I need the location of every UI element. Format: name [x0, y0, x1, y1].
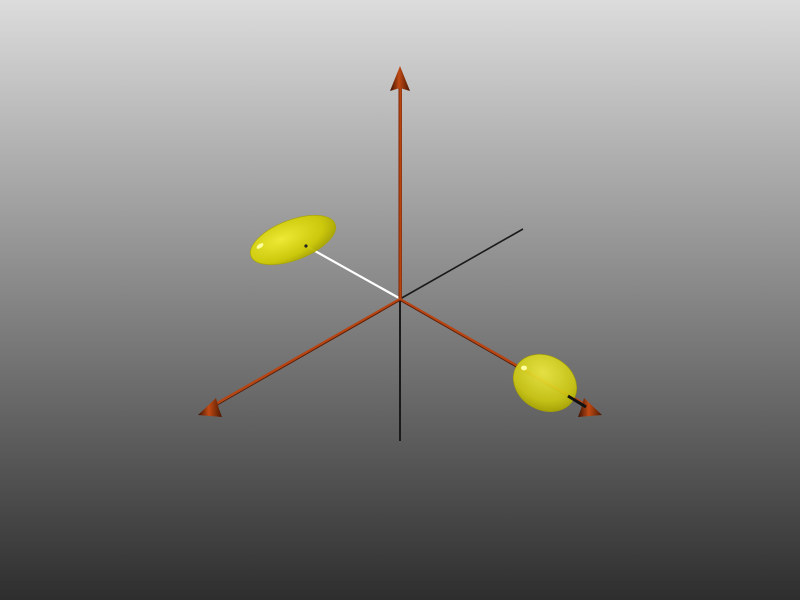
ellipsoid-lower-right — [513, 354, 577, 412]
ellipsoid-highlight-lower-right — [521, 365, 527, 371]
vertical-axis — [398, 88, 402, 299]
left-axis-arrowhead — [198, 398, 222, 417]
ellipsoid-highlight-upper-left — [256, 243, 264, 249]
negative-depth-axis — [399, 228, 524, 300]
left-axis-shade — [212, 300, 401, 408]
left-axis — [211, 297, 401, 408]
right-axis-arrowhead — [578, 398, 602, 417]
direction-line-lower-right — [567, 394, 587, 409]
direction-line-upper-left — [305, 245, 400, 299]
ellipsoid-upper-left — [250, 215, 336, 265]
vertical-axis-arrowhead — [390, 66, 410, 91]
